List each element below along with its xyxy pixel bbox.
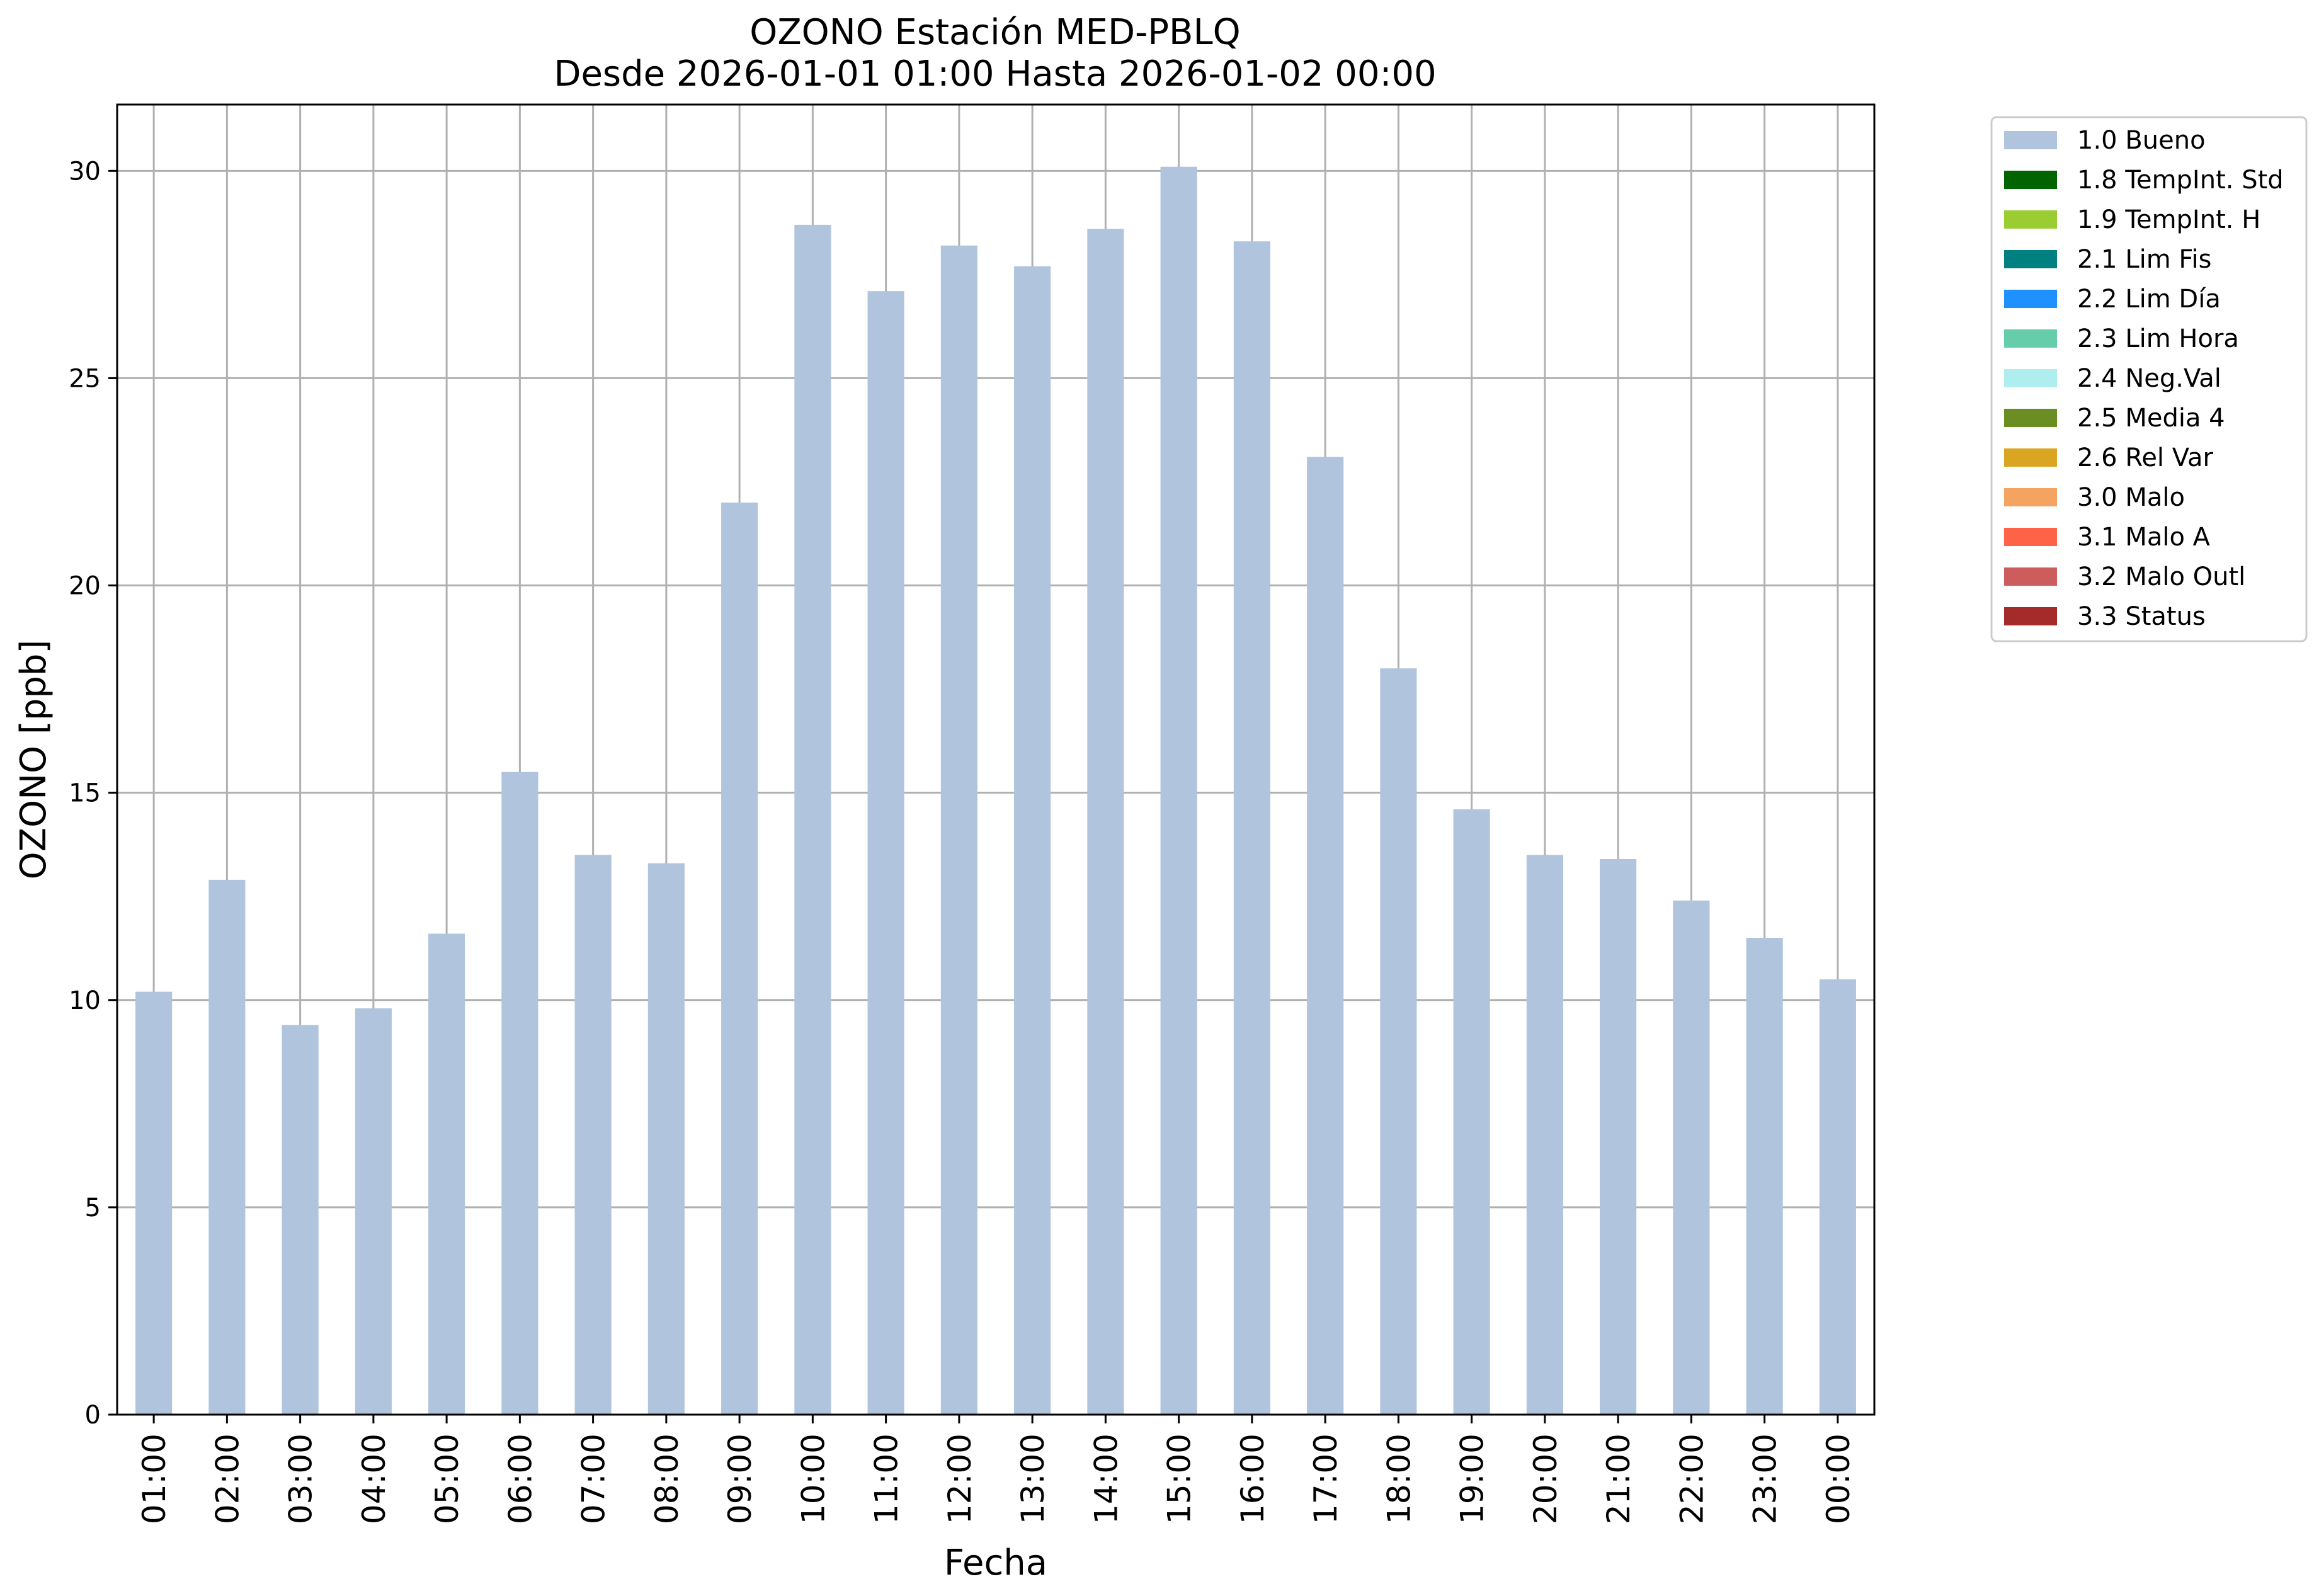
legend-swatch xyxy=(2004,131,2057,149)
legend-swatch xyxy=(2004,567,2057,586)
bar-2300 xyxy=(1746,938,1783,1415)
chart-subtitle: Desde 2026-01-01 01:00 Hasta 2026-01-02 … xyxy=(554,54,1436,94)
bar-2000 xyxy=(1526,855,1563,1415)
x-tick-label: 09:00 xyxy=(722,1434,758,1524)
plot-frame xyxy=(116,103,1876,1416)
legend-swatch xyxy=(2004,488,2057,506)
x-tick-label: 15:00 xyxy=(1161,1434,1198,1524)
y-tick-label: 30 xyxy=(69,157,101,186)
bar-0900 xyxy=(721,502,758,1415)
x-tick-label: 21:00 xyxy=(1600,1434,1637,1524)
x-tick-label: 04:00 xyxy=(356,1434,392,1524)
legend-label: 2.5 Media 4 xyxy=(2077,404,2225,433)
x-tick-label: 17:00 xyxy=(1308,1434,1344,1524)
legend-label: 3.2 Malo Outl xyxy=(2077,562,2245,591)
legend: 1.0 Bueno 1.8 TempInt. Std 1.9 TempInt. H 2… xyxy=(1990,116,2308,642)
bar-0800 xyxy=(647,863,685,1415)
bar-1500 xyxy=(1160,166,1197,1415)
legend-frame xyxy=(1990,116,2308,642)
y-tick-label: 0 xyxy=(85,1401,101,1430)
bar-0500 xyxy=(428,933,465,1415)
x-axis-label: Fecha xyxy=(944,1542,1047,1583)
legend-label: 3.0 Malo xyxy=(2077,483,2185,512)
legend-swatch xyxy=(2004,250,2057,268)
bar-1600 xyxy=(1233,241,1270,1415)
x-tick-label: 19:00 xyxy=(1454,1434,1491,1524)
bar-1900 xyxy=(1453,809,1490,1415)
x-tick-label: 07:00 xyxy=(576,1434,612,1524)
y-axis-ticks: 0 5 10 15 20 25 30 xyxy=(69,157,117,1430)
bar-1400 xyxy=(1087,229,1124,1415)
bar-2200 xyxy=(1673,900,1710,1415)
bar-0700 xyxy=(574,855,612,1415)
bar-0600 xyxy=(501,772,538,1415)
x-tick-label: 16:00 xyxy=(1234,1434,1271,1524)
legend-label: 1.9 TempInt. H xyxy=(2077,205,2260,234)
legend-label: 3.3 Status xyxy=(2077,602,2206,631)
y-tick-label: 10 xyxy=(69,986,101,1015)
x-tick-label: 12:00 xyxy=(942,1434,978,1524)
x-tick-label: 13:00 xyxy=(1015,1434,1051,1524)
bar-0000 xyxy=(1819,979,1856,1415)
x-tick-label: 10:00 xyxy=(795,1434,831,1524)
legend-swatch xyxy=(2004,607,2057,625)
x-tick-label: 14:00 xyxy=(1088,1434,1124,1524)
x-tick-label: 03:00 xyxy=(283,1434,319,1524)
legend-items: 1.0 Bueno 1.8 TempInt. Std 1.9 TempInt. H 2… xyxy=(2004,126,2284,631)
legend-label: 1.8 TempInt. Std xyxy=(2077,166,2284,195)
chart-title: OZONO Estación MED-PBLQ xyxy=(749,12,1241,53)
bar-0200 xyxy=(208,879,246,1415)
x-tick-label: 06:00 xyxy=(502,1434,538,1524)
legend-label: 2.2 Lim Día xyxy=(2077,285,2221,314)
legend-swatch xyxy=(2004,369,2057,387)
bar-1000 xyxy=(794,224,831,1415)
y-tick-label: 25 xyxy=(69,364,101,393)
legend-label: 2.4 Neg.Val xyxy=(2077,364,2221,393)
x-tick-label: 00:00 xyxy=(1820,1434,1857,1524)
bar-1700 xyxy=(1307,457,1344,1415)
x-tick-label: 20:00 xyxy=(1527,1434,1564,1524)
legend-label: 1.0 Bueno xyxy=(2077,126,2206,155)
x-tick-label: 05:00 xyxy=(429,1434,465,1524)
y-tick-label: 5 xyxy=(85,1194,101,1223)
legend-swatch xyxy=(2004,171,2057,189)
x-tick-label: 08:00 xyxy=(649,1434,685,1524)
bar-1800 xyxy=(1380,668,1417,1415)
legend-swatch xyxy=(2004,409,2057,427)
x-tick-label: 23:00 xyxy=(1747,1434,1784,1524)
bar-1300 xyxy=(1014,266,1051,1415)
y-tick-label: 15 xyxy=(69,779,101,808)
x-tick-label: 22:00 xyxy=(1673,1434,1710,1524)
y-tick-label: 20 xyxy=(69,572,101,601)
legend-label: 2.1 Lim Fis xyxy=(2077,245,2211,274)
x-tick-label: 11:00 xyxy=(869,1434,905,1524)
bar-0400 xyxy=(355,1008,392,1415)
legend-swatch xyxy=(2004,528,2057,546)
bar-1200 xyxy=(940,245,977,1415)
legend-swatch xyxy=(2004,290,2057,308)
legend-swatch xyxy=(2004,210,2057,229)
bar-0100 xyxy=(135,991,173,1415)
legend-label: 3.1 Malo A xyxy=(2077,523,2211,552)
x-tick-label: 01:00 xyxy=(136,1434,173,1524)
x-axis-ticks: 01:00 02:00 03:00 04:00 05:00 06:00 07:00 08:00… xyxy=(136,1415,1857,1524)
y-axis-label: OZONO [ppb] xyxy=(13,640,54,880)
bar-2100 xyxy=(1600,858,1637,1415)
x-tick-label: 02:00 xyxy=(209,1434,246,1524)
bar-1100 xyxy=(867,291,904,1415)
legend-label: 2.3 Lim Hora xyxy=(2077,324,2239,353)
x-tick-label: 18:00 xyxy=(1381,1434,1417,1524)
bars xyxy=(135,166,1856,1415)
bar-0300 xyxy=(282,1025,319,1415)
legend-swatch xyxy=(2004,448,2057,467)
legend-label: 2.6 Rel Var xyxy=(2077,443,2214,472)
legend-swatch xyxy=(2004,329,2057,348)
